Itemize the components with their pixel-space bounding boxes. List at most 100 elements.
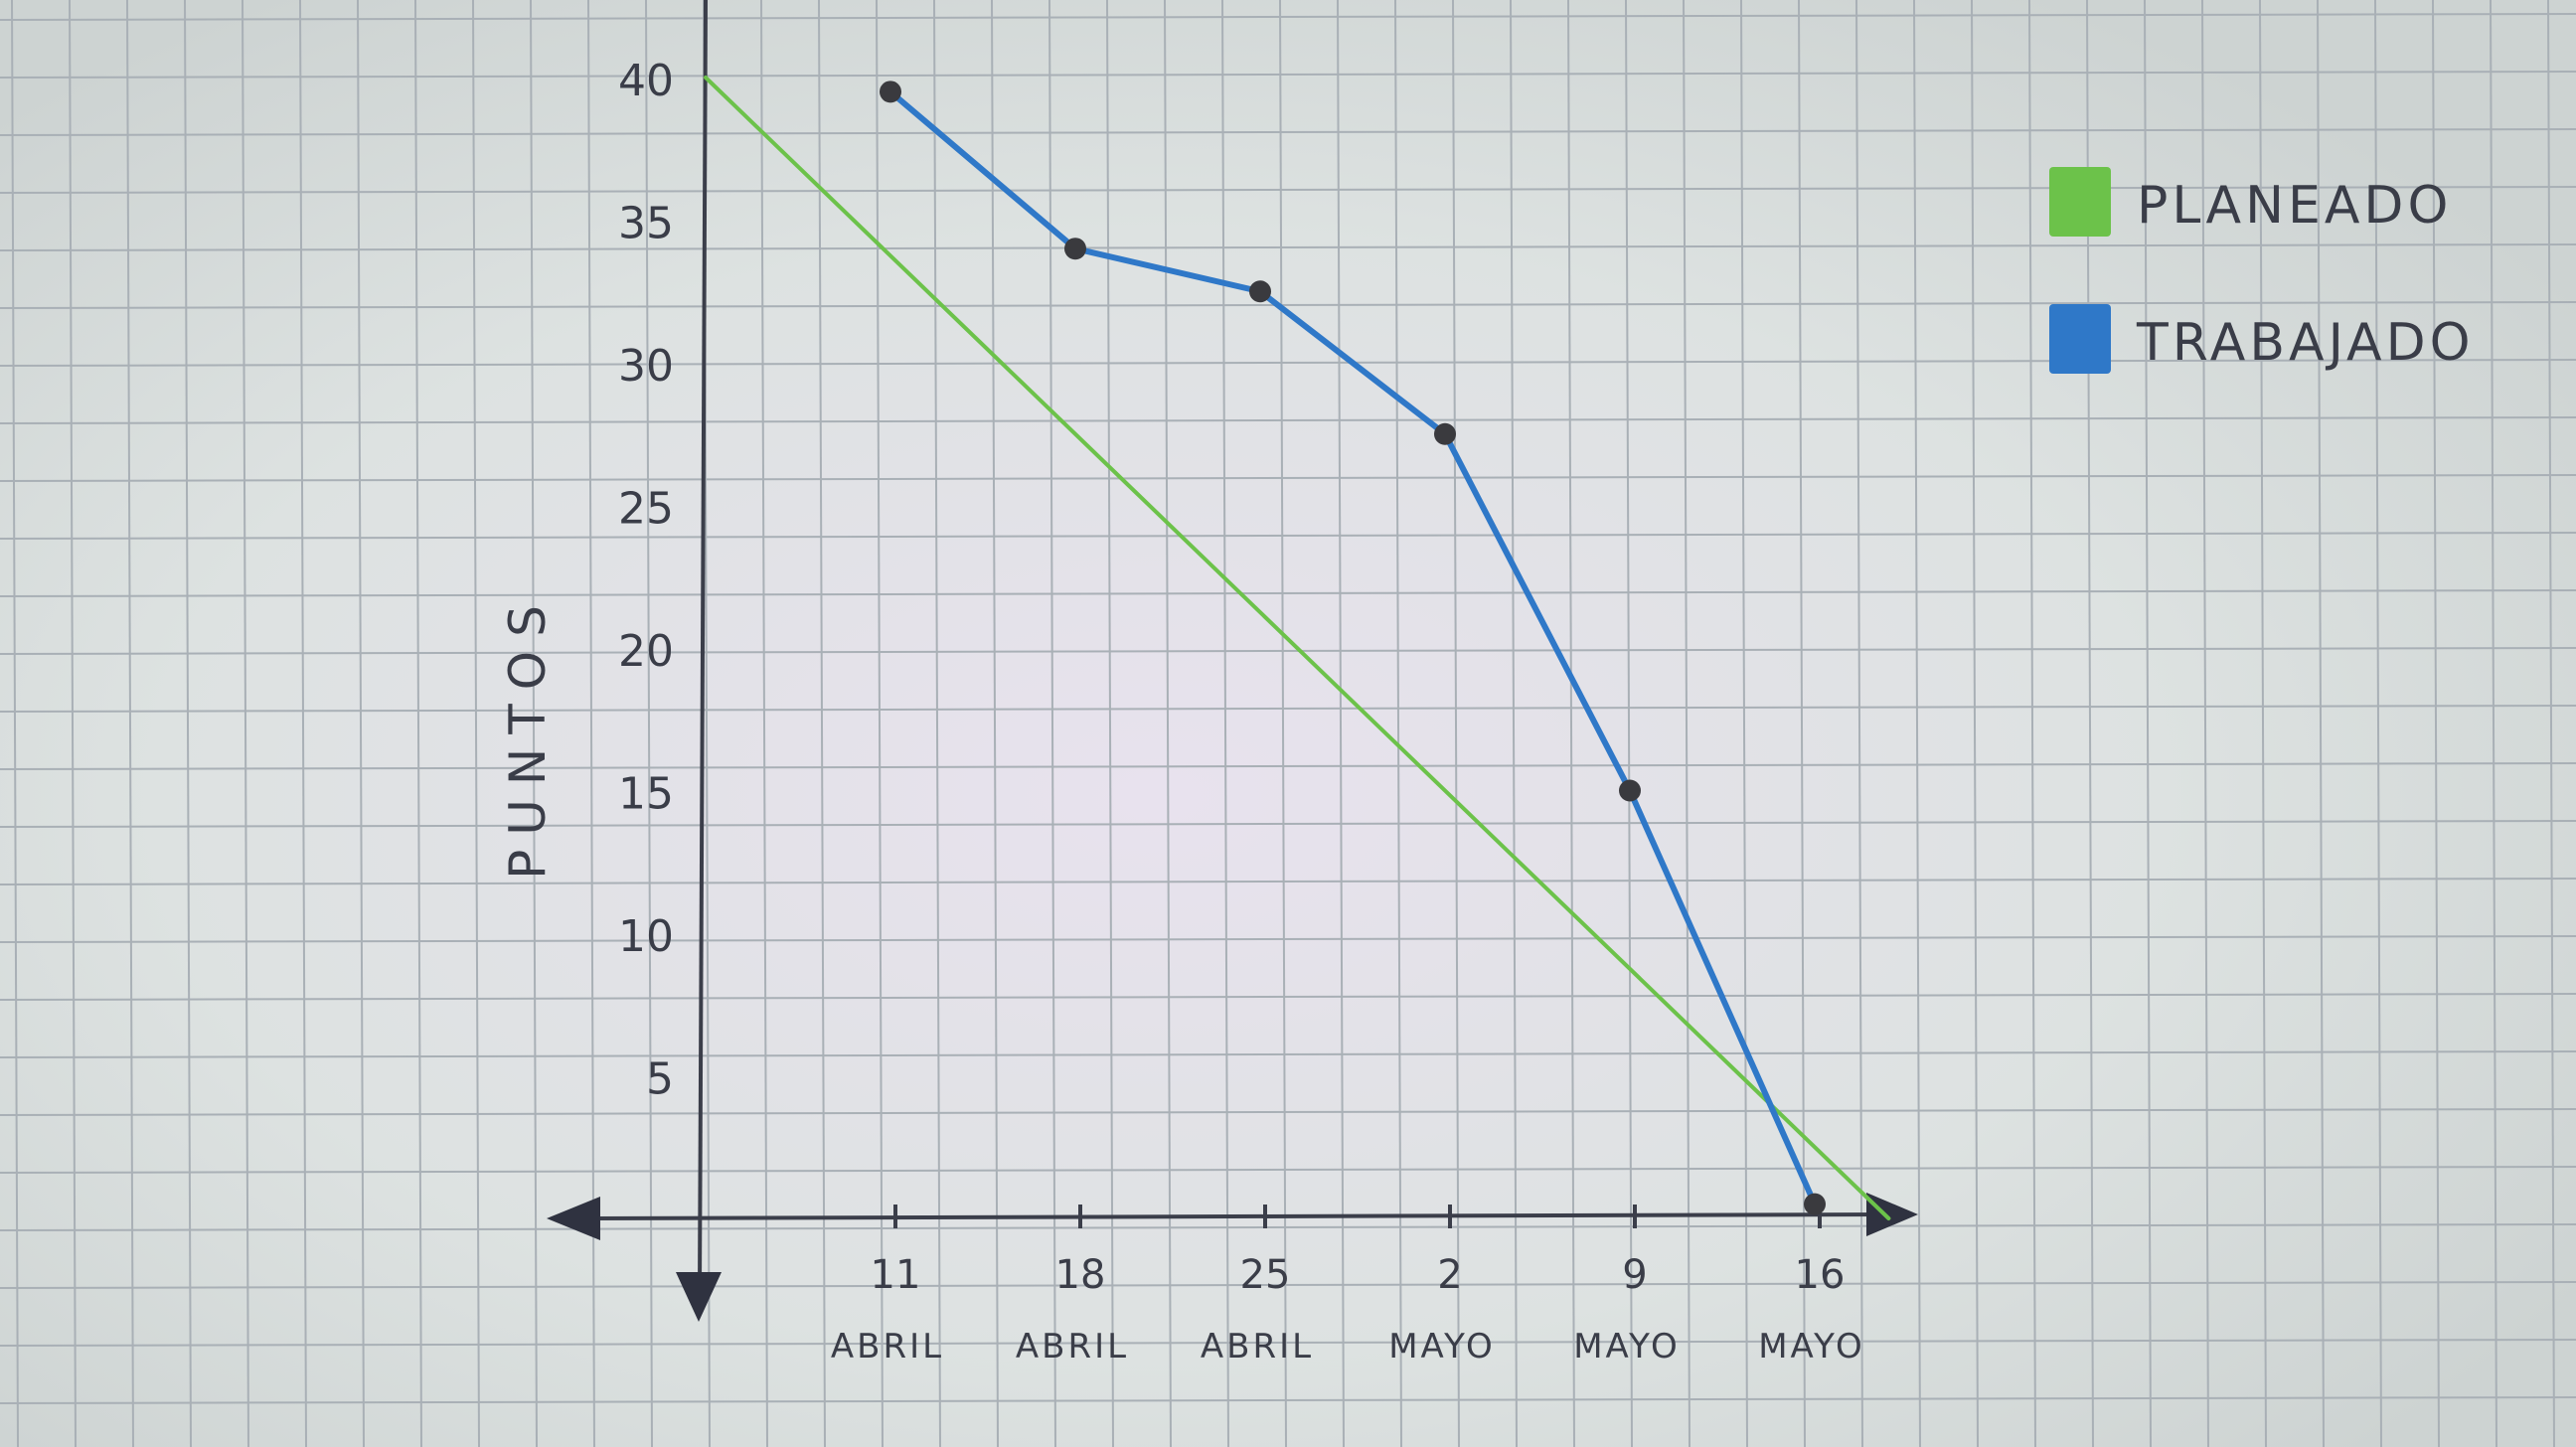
grid-line-vertical (1106, 0, 1114, 1447)
grid-line-horizontal (0, 13, 2576, 21)
grid-line-horizontal (0, 186, 2576, 194)
grid-line-vertical (818, 0, 826, 1447)
grid-line-horizontal (0, 532, 2576, 540)
x-tick-month: ABRIL (1201, 1327, 1314, 1367)
data-point-trabajado (1619, 779, 1641, 802)
legend-swatch (2049, 304, 2111, 374)
x-axis-arrow-right (1866, 1193, 1918, 1236)
grid-line-horizontal (0, 128, 2576, 136)
series-line-planeado (704, 76, 1891, 1220)
data-point-trabajado (1434, 422, 1456, 445)
grid-line-vertical (1625, 0, 1633, 1447)
grid-line-horizontal (0, 359, 2576, 367)
grid-line-vertical (1337, 0, 1345, 1447)
grid-line-vertical (2086, 0, 2094, 1447)
grid-line-vertical (2144, 0, 2152, 1447)
y-tick-label: 25 (618, 484, 674, 535)
grid-line-vertical (1164, 0, 1172, 1447)
grid-line-vertical (2490, 0, 2497, 1447)
legend-swatch (2049, 167, 2111, 237)
x-axis-ticks: 11 ABRIL 18 ABRIL 25 ABRIL 2 MAYO 9 MAYO 16 MAYO (831, 1205, 1862, 1367)
grid-line-vertical (530, 0, 538, 1447)
grid-line-vertical (1798, 0, 1806, 1447)
grid-line-vertical (2432, 0, 2440, 1447)
grid-line-vertical (299, 0, 307, 1447)
data-point-trabajado (1249, 280, 1271, 303)
x-tick-day: 9 (1622, 1252, 1647, 1298)
grid-line-vertical (645, 0, 653, 1447)
x-axis-arrow-left (547, 1197, 600, 1240)
grid-line-vertical (1855, 0, 1863, 1447)
grid-line-vertical (472, 0, 480, 1447)
grid-line-horizontal (0, 705, 2576, 713)
series-line-trabajado (887, 88, 1818, 1207)
grid-line-horizontal (0, 878, 2576, 885)
grid-line-vertical (933, 0, 941, 1447)
y-tick-label: 15 (618, 769, 674, 820)
grid-line-vertical (991, 0, 999, 1447)
x-tick-month: MAYO (1573, 1327, 1681, 1367)
grid-line-vertical (242, 0, 249, 1447)
grid-line-vertical (1452, 0, 1460, 1447)
legend-label: PLANEADO (2137, 176, 2452, 236)
grid-line-vertical (2317, 0, 2325, 1447)
grid-line-vertical (1048, 0, 1056, 1447)
grid-line-horizontal (0, 71, 2576, 79)
grid-line-horizontal (0, 993, 2576, 1001)
grid-line-vertical (2374, 0, 2382, 1447)
grid-line-horizontal (0, 1108, 2576, 1116)
grid-line-vertical (1971, 0, 1979, 1447)
grid-line-vertical (1567, 0, 1575, 1447)
x-tick-day: 11 (871, 1252, 921, 1298)
x-tick-day: 18 (1055, 1252, 1106, 1298)
grid-line-vertical (357, 0, 365, 1447)
series-layer (704, 76, 1891, 1220)
data-point-trabajado (880, 80, 901, 103)
grid-line-horizontal (0, 762, 2576, 770)
x-axis-line (595, 1212, 1889, 1220)
axes (547, 0, 1918, 1322)
legend: PLANEADO TRABAJADO (2049, 167, 2475, 374)
grid-line-vertical (1913, 0, 1921, 1447)
grid-line-vertical (414, 0, 422, 1447)
grid-line-horizontal (0, 474, 2576, 482)
grid-line-vertical (69, 0, 77, 1447)
y-axis-arrow-down (676, 1272, 722, 1322)
grid-line-horizontal (0, 1339, 2576, 1347)
y-tick-label: 10 (618, 911, 674, 962)
y-tick-label: 30 (618, 341, 674, 392)
grid-line-vertical (1740, 0, 1748, 1447)
grid-line-vertical (126, 0, 134, 1447)
grid-line-vertical (184, 0, 192, 1447)
grid-line-horizontal (0, 1396, 2576, 1404)
grid-line-horizontal (0, 243, 2576, 251)
data-point-trabajado (1064, 238, 1086, 260)
y-tick-label: 5 (646, 1054, 674, 1105)
y-tick-label: 40 (618, 56, 674, 106)
x-tick-month: ABRIL (831, 1327, 944, 1367)
y-axis-label: PUNTOS (499, 591, 557, 880)
legend-label: TRABAJADO (2136, 313, 2475, 373)
y-axis-line (698, 0, 708, 1293)
grid-line-vertical (1683, 0, 1690, 1447)
grid-line-vertical (1510, 0, 1518, 1447)
x-tick-day: 16 (1795, 1252, 1846, 1298)
grid-line-vertical (1394, 0, 1402, 1447)
grid-line-vertical (2259, 0, 2267, 1447)
grid-line-vertical (11, 0, 19, 1447)
data-point-trabajado (1804, 1193, 1826, 1215)
grid-line-horizontal (0, 647, 2576, 655)
x-tick-month: MAYO (1388, 1327, 1496, 1367)
grid-line-horizontal (0, 1281, 2576, 1289)
grid-line-horizontal (0, 589, 2576, 597)
grid-line-horizontal (0, 1166, 2576, 1174)
x-tick-day: 25 (1240, 1252, 1291, 1298)
x-tick-day: 2 (1437, 1252, 1462, 1298)
grid-line-horizontal (0, 935, 2576, 943)
grid-line-horizontal (0, 1223, 2576, 1231)
grid-line-vertical (1221, 0, 1229, 1447)
grid-line-horizontal (0, 416, 2576, 424)
grid-line-horizontal (0, 820, 2576, 828)
